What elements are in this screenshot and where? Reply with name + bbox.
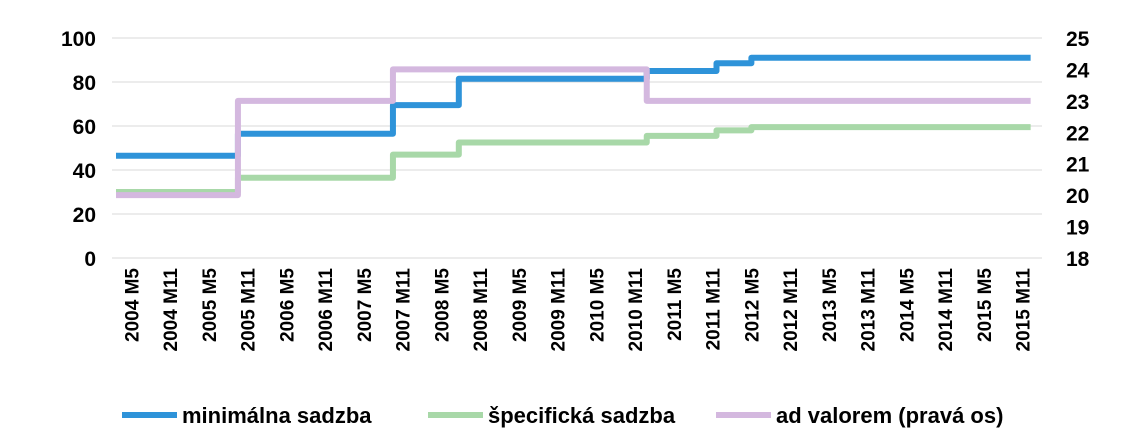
x-tick-label: 2006 M5: [277, 268, 298, 342]
x-tick-label: 2005 M5: [200, 268, 221, 342]
x-tick-label: 2007 M11: [394, 268, 415, 352]
x-tick-label: 2008 M11: [471, 268, 492, 352]
right-tick-label: 19: [1066, 217, 1089, 240]
x-tick-label: 2011 M5: [665, 268, 686, 341]
right-tick-label: 21: [1066, 154, 1090, 177]
right-tick-label: 20: [1066, 185, 1089, 208]
x-tick-label: 2014 M5: [897, 268, 918, 342]
right-y-axis: 18 19 20 21 22 23 24 25: [1066, 28, 1090, 271]
x-tick-label: 2010 M11: [626, 268, 647, 352]
left-tick-label: 60: [73, 116, 96, 139]
x-tick-label: 2012 M11: [781, 268, 802, 352]
right-tick-label: 24: [1066, 59, 1090, 82]
x-tick-label: 2012 M5: [742, 268, 763, 342]
right-tick-label: 23: [1066, 91, 1089, 114]
x-tick-label: 2009 M11: [549, 268, 570, 352]
series-line-specificka-sadzba: [116, 124, 1031, 195]
left-tick-label: 0: [84, 248, 96, 271]
left-tick-label: 40: [73, 160, 96, 183]
series-line-ad-valorem: [116, 66, 1031, 199]
legend-label: ad valorem (pravá os): [776, 403, 1003, 428]
x-tick-label: 2009 M5: [510, 268, 531, 342]
legend-label: špecifická sadzba: [488, 403, 676, 428]
x-tick-label: 2015 M5: [975, 268, 996, 342]
series-lines: [116, 54, 1031, 199]
right-tick-label: 18: [1066, 248, 1090, 271]
left-tick-label: 80: [73, 72, 96, 95]
series-line-minimalna-sadzba: [116, 54, 1031, 159]
title-clip: [0, 0, 1131, 12]
legend: minimálna sadzba špecifická sadzba ad valo…: [122, 403, 1003, 428]
right-tick-label: 25: [1066, 28, 1090, 51]
left-tick-label: 100: [61, 28, 96, 51]
x-tick-label: 2010 M5: [587, 268, 608, 342]
x-tick-label: 2011 M11: [704, 268, 725, 351]
x-tick-label: 2004 M5: [122, 268, 143, 342]
x-axis: 2004 M5 2004 M11 2005 M5 2005 M11 2006 M5 200…: [112, 257, 1042, 352]
x-tick-label: 2005 M11: [239, 268, 260, 352]
left-tick-label: 20: [73, 204, 96, 227]
chart-title-area: [0, 0, 1131, 12]
x-tick-label: 2004 M11: [161, 268, 182, 352]
x-tick-label: 2014 M11: [936, 268, 957, 352]
x-tick-label: 2007 M5: [355, 268, 376, 342]
x-tick-label: 2015 M11: [1014, 268, 1035, 352]
right-tick-label: 22: [1066, 122, 1089, 145]
x-tick-label: 2008 M5: [432, 268, 453, 342]
x-tick-label: 2013 M11: [859, 268, 880, 352]
x-tick-label: 2006 M11: [316, 268, 337, 352]
x-tick-label: 2013 M5: [820, 268, 841, 342]
left-y-axis: 0 20 40 60 80 100: [61, 28, 96, 271]
legend-label: minimálna sadzba: [182, 403, 372, 428]
